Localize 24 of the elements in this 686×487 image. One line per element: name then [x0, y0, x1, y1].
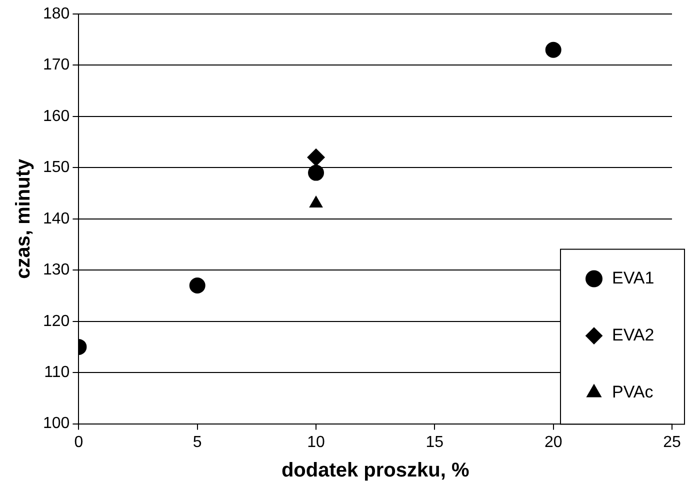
- y-tick-label: 120: [42, 312, 70, 330]
- x-tick-label: 10: [307, 434, 326, 451]
- legend-label: EVA2: [612, 325, 654, 344]
- legend-label: PVAc: [612, 382, 654, 402]
- y-tick-label: 180: [42, 5, 70, 22]
- x-tick-label: 20: [544, 434, 562, 451]
- y-tick-label: 160: [42, 108, 70, 125]
- y-tick-label: 170: [42, 56, 70, 74]
- x-tick-label: 0: [74, 434, 84, 451]
- point: [307, 148, 326, 166]
- y-tick-label: 130: [42, 262, 70, 279]
- y-tick-label: 110: [44, 364, 70, 381]
- x-tick-label: 15: [426, 434, 444, 451]
- point: [545, 42, 562, 58]
- legend-label: EVA1: [612, 268, 654, 288]
- y-axis-title: czas, minuty: [12, 158, 35, 279]
- y-tick-label: 150: [42, 159, 70, 176]
- point: [308, 164, 324, 181]
- y-tick-label: 100: [42, 415, 70, 432]
- x-tick-label: 25: [663, 434, 681, 451]
- x-tick-label: 5: [192, 434, 202, 451]
- y-tick-label: 140: [42, 210, 70, 228]
- point: [189, 277, 206, 294]
- x-axis-title: dodatek proszku, %: [281, 460, 470, 482]
